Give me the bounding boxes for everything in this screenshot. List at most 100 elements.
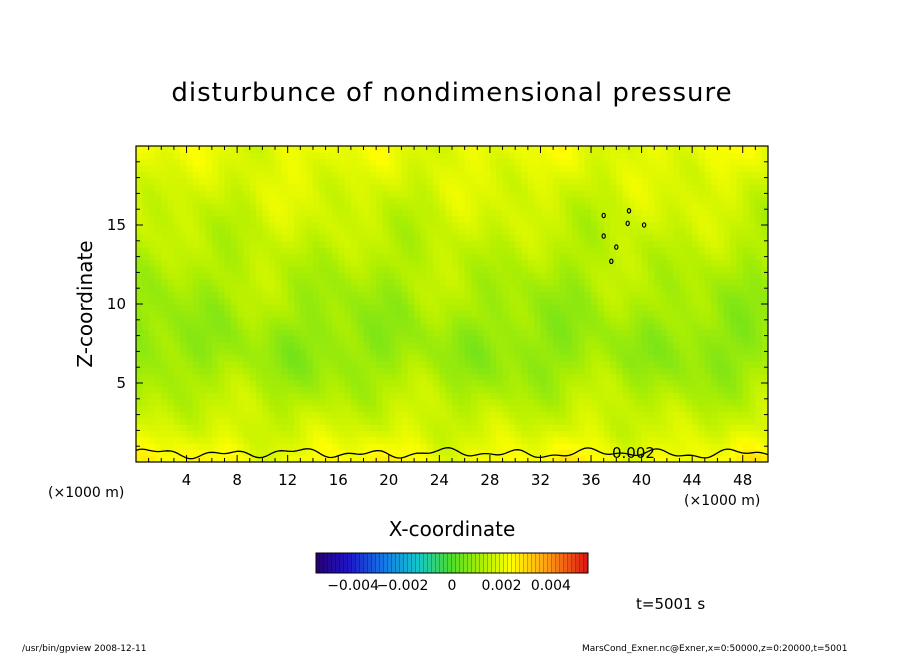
field-cell	[312, 259, 320, 267]
field-cell	[730, 379, 737, 387]
field-cell	[755, 278, 763, 286]
field-cell	[502, 183, 510, 191]
field-cell	[256, 228, 263, 236]
field-cell	[192, 341, 200, 349]
field-cell	[698, 291, 706, 299]
field-cell	[616, 386, 624, 394]
field-cell	[180, 259, 188, 267]
field-cell	[369, 209, 377, 217]
field-cell	[382, 398, 390, 406]
field-cell	[173, 310, 181, 318]
field-cell	[426, 386, 434, 394]
field-cell	[275, 152, 282, 160]
field-cell	[401, 278, 409, 286]
field-cell	[148, 278, 156, 286]
field-cell	[635, 443, 643, 450]
field-cell	[591, 411, 598, 419]
field-cell	[496, 253, 504, 261]
field-cell	[685, 209, 693, 217]
field-cell	[445, 329, 453, 337]
field-cell	[521, 272, 529, 280]
field-cell	[622, 171, 630, 179]
field-cell	[584, 158, 592, 166]
field-cell	[584, 373, 592, 381]
field-cell	[136, 272, 143, 280]
field-cell	[439, 228, 447, 236]
field-cell	[192, 449, 200, 457]
field-cell	[205, 373, 213, 381]
field-cell	[312, 297, 320, 305]
field-cell	[565, 146, 573, 153]
field-cell	[262, 285, 270, 292]
field-cell	[464, 329, 472, 337]
field-cell	[666, 177, 674, 185]
field-cell	[730, 322, 737, 330]
field-cell	[603, 152, 611, 160]
field-cell	[420, 183, 428, 191]
field-cell	[660, 253, 668, 261]
field-cell	[515, 164, 523, 172]
field-cell	[521, 316, 529, 324]
field-cell	[647, 304, 655, 311]
field-cell	[426, 329, 434, 337]
field-cell	[148, 398, 156, 406]
field-cell	[426, 455, 434, 462]
field-cell	[584, 221, 592, 229]
field-cell	[723, 373, 731, 381]
field-cell	[161, 341, 169, 349]
field-cell	[698, 215, 706, 223]
field-cell	[521, 209, 529, 217]
field-cell	[489, 310, 497, 318]
field-cell	[325, 266, 333, 273]
field-cell	[534, 430, 542, 438]
field-cell	[344, 392, 352, 400]
field-cell	[243, 443, 251, 450]
field-cell	[331, 196, 339, 204]
field-cell	[666, 348, 674, 356]
field-cell	[635, 411, 643, 419]
field-cell	[224, 304, 232, 311]
field-cell	[540, 183, 548, 191]
field-cell	[559, 398, 567, 406]
field-cell	[357, 272, 365, 280]
field-cell	[458, 272, 466, 280]
field-cell	[350, 310, 358, 318]
field-cell	[306, 177, 314, 185]
field-cell	[344, 335, 352, 343]
field-cell	[647, 398, 655, 406]
field-cell	[199, 253, 207, 261]
field-cell	[685, 190, 693, 198]
field-cell	[376, 455, 384, 462]
field-cell	[275, 436, 282, 444]
field-cell	[180, 272, 188, 280]
field-cell	[142, 304, 150, 311]
field-cell	[218, 152, 226, 160]
field-cell	[414, 379, 421, 387]
field-cell	[388, 341, 396, 349]
field-cell	[761, 430, 768, 438]
field-cell	[622, 240, 630, 248]
field-cell	[312, 304, 320, 311]
field-cell	[660, 386, 668, 394]
field-cell	[275, 424, 282, 431]
field-cell	[142, 424, 150, 431]
field-cell	[268, 455, 276, 462]
field-cell	[268, 240, 276, 248]
field-cell	[268, 430, 276, 438]
field-cell	[211, 335, 219, 343]
field-cell	[515, 424, 523, 431]
field-cell	[508, 202, 516, 210]
field-cell	[622, 215, 630, 223]
field-cell	[483, 310, 491, 318]
field-cell	[755, 297, 763, 305]
field-cell	[148, 443, 156, 450]
field-cell	[218, 164, 226, 172]
field-cell	[610, 367, 617, 375]
field-cell	[173, 455, 181, 462]
field-cell	[711, 424, 719, 431]
field-cell	[382, 240, 390, 248]
field-cell	[338, 316, 346, 324]
field-cell	[610, 449, 617, 457]
field-cell	[344, 285, 352, 292]
field-cell	[395, 354, 403, 362]
